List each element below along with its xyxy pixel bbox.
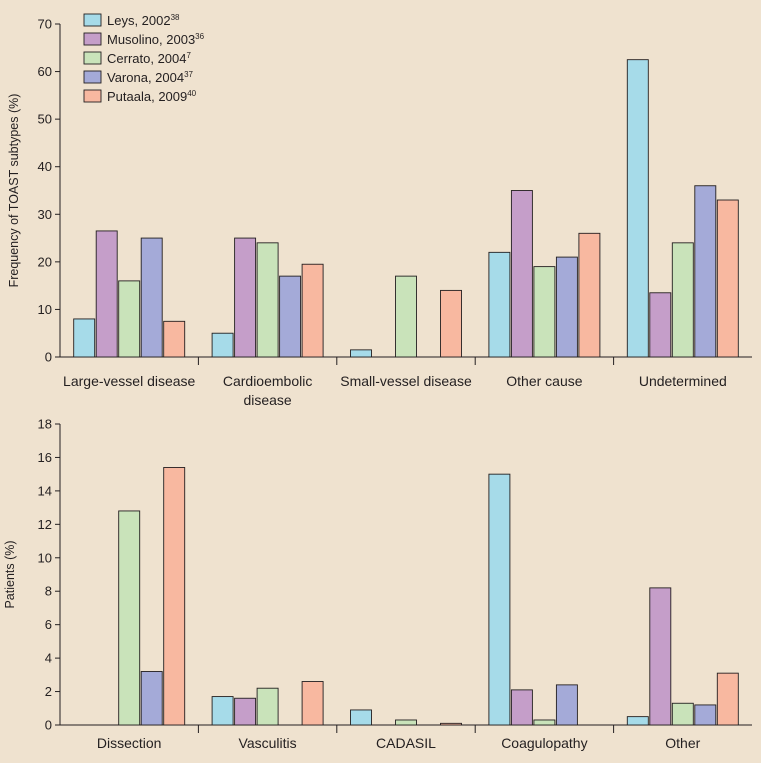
legend-entry: Cerrato, 20047: [107, 51, 192, 66]
patients-chart: 0 2 4 6 8 10 12 14 16 18 Patients (%) Dissection Vas…: [3, 417, 752, 751]
legend-reference: 7: [187, 51, 192, 60]
bar-cerrato: [256, 687, 279, 726]
bar-putaala: [301, 681, 324, 726]
bar-cerrato: [395, 719, 417, 726]
bar-leys: [211, 696, 234, 726]
bar-leys: [350, 349, 372, 358]
y-tick-label: 60: [38, 64, 52, 79]
bar-cerrato: [395, 275, 417, 358]
bar-musolino: [95, 230, 118, 358]
y-axis-title: Frequency of TOAST subtypes (%): [7, 94, 21, 288]
legend-reference: 36: [195, 32, 204, 41]
legend-swatch: [83, 70, 102, 84]
bar-cerrato: [671, 242, 694, 358]
x-category-label: CADASIL: [376, 735, 436, 751]
y-tick-label: 30: [38, 207, 52, 222]
bar-musolino: [234, 697, 257, 726]
bar-putaala: [716, 199, 739, 358]
bar-musolino: [649, 587, 672, 726]
bar-varona: [555, 256, 578, 358]
x-category-label: Large-vessel disease: [63, 373, 196, 389]
x-category-label: Small-vessel disease: [340, 373, 472, 389]
bar-musolino: [510, 190, 533, 358]
x-category-label: Cardioembolic: [223, 373, 312, 389]
bar-varona: [140, 671, 163, 726]
y-tick-label: 14: [38, 483, 52, 498]
bar-cerrato: [256, 242, 279, 358]
bar-putaala: [301, 263, 324, 358]
bar-leys: [73, 318, 96, 358]
y-tick-label: 4: [45, 651, 52, 666]
y-tick-label: 2: [45, 684, 52, 699]
y-tick-label: 10: [38, 550, 52, 565]
y-tick-label: 0: [45, 350, 52, 365]
bar-leys: [488, 251, 511, 358]
bar-putaala: [716, 672, 739, 726]
legend: Leys, 200238 Musolino, 200336 Cerrato, 200…: [83, 13, 205, 104]
y-tick-label: 40: [38, 159, 52, 174]
legend-reference: 37: [184, 70, 193, 79]
legend-swatch: [83, 32, 102, 46]
x-category-label: Other cause: [506, 373, 582, 389]
bar-leys: [211, 332, 234, 358]
legend-entry: Leys, 200238: [107, 13, 180, 28]
legend-swatch: [83, 13, 102, 27]
bar-varona: [279, 275, 302, 358]
bar-putaala: [163, 320, 186, 358]
legend-swatch: [83, 89, 102, 103]
legend-entry: Varona, 200437: [107, 70, 194, 85]
y-tick-label: 70: [38, 17, 52, 32]
bar-cerrato: [118, 280, 141, 358]
bar-varona: [694, 704, 717, 726]
y-tick-label: 10: [38, 302, 52, 317]
y-tick-label: 50: [38, 112, 52, 127]
bar-varona: [140, 237, 163, 358]
bar-putaala: [163, 467, 186, 726]
y-tick-label: 8: [45, 584, 52, 599]
bar-putaala: [440, 722, 462, 726]
bar-varona: [694, 185, 717, 358]
x-category-label: Undetermined: [639, 373, 727, 389]
bar-varona: [555, 684, 578, 726]
bar-cerrato: [118, 510, 141, 726]
bar-putaala: [578, 232, 601, 358]
bar-musolino: [234, 237, 257, 358]
y-tick-label: 18: [38, 417, 52, 432]
y-tick-label: 12: [38, 517, 52, 532]
bar-musolino: [649, 292, 672, 358]
legend-reference: 38: [171, 13, 180, 22]
toast-subtypes-chart: 0 10 20 30 40 50 60 70 Frequency of TOAST subtyp…: [7, 17, 752, 408]
legend-entry: Musolino, 200336: [107, 32, 205, 47]
bar-leys: [350, 709, 372, 726]
x-category-label: disease: [243, 392, 291, 408]
y-tick-label: 0: [45, 718, 52, 733]
x-category-label: Dissection: [97, 735, 162, 751]
bar-cerrato: [533, 266, 556, 358]
x-category-label: Other: [665, 735, 700, 751]
y-axis-title: Patients (%): [3, 540, 17, 608]
bar-cerrato: [671, 702, 694, 726]
y-tick-label: 20: [38, 254, 52, 269]
bar-leys: [626, 59, 649, 358]
bar-putaala: [440, 289, 462, 358]
legend-entry: Putaala, 200940: [107, 89, 197, 104]
bar-leys: [626, 716, 649, 726]
bar-leys: [488, 473, 511, 726]
x-category-label: Vasculitis: [239, 735, 297, 751]
bar-musolino: [510, 689, 533, 726]
legend-swatch: [83, 51, 102, 65]
y-tick-label: 6: [45, 617, 52, 632]
x-category-label: Coagulopathy: [501, 735, 587, 751]
y-tick-label: 16: [38, 450, 52, 465]
legend-reference: 40: [187, 89, 196, 98]
bar-cerrato: [533, 719, 556, 726]
